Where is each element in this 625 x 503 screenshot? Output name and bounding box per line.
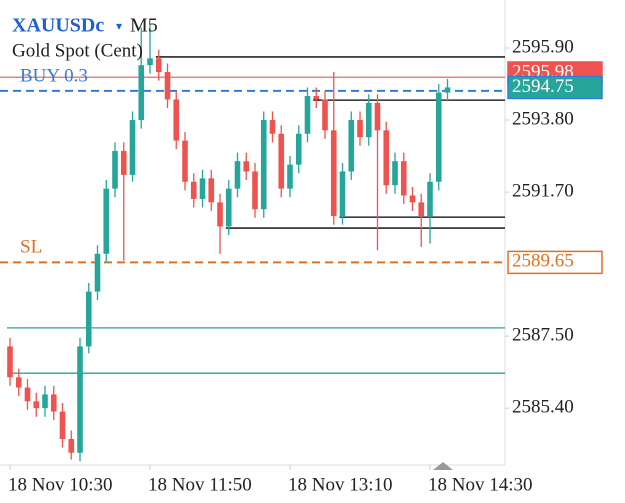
symbol-dropdown[interactable]: ▾ bbox=[116, 19, 122, 33]
description: Gold Spot (Cent) bbox=[12, 40, 143, 61]
plot bbox=[0, 24, 505, 462]
candle-body bbox=[68, 439, 75, 453]
candle-body bbox=[155, 58, 162, 73]
candle-body bbox=[94, 253, 101, 292]
candle-body bbox=[208, 178, 215, 203]
candle-body bbox=[103, 188, 110, 254]
candle-body bbox=[348, 120, 355, 172]
y-tick-label: 2591.70 bbox=[512, 180, 574, 201]
candle-body bbox=[182, 140, 188, 182]
candle-body bbox=[374, 102, 381, 131]
candle-body bbox=[33, 401, 40, 409]
candle-body bbox=[444, 87, 451, 93]
sl-box bbox=[507, 250, 603, 275]
candle-body bbox=[138, 65, 145, 121]
candle-body bbox=[112, 150, 118, 189]
candle-body bbox=[50, 394, 57, 412]
bid-text: 2594.75 bbox=[512, 76, 574, 97]
y-tick-label: 2585.40 bbox=[512, 397, 574, 418]
y-tick-label: 2595.90 bbox=[512, 36, 574, 57]
candle-body bbox=[392, 161, 398, 186]
buy-label: BUY 0.3 bbox=[20, 65, 88, 86]
candle-body bbox=[24, 387, 31, 402]
candle-body bbox=[85, 291, 92, 347]
x-tick-label: 18 Nov 10:30 bbox=[8, 474, 113, 495]
candle-body bbox=[243, 161, 250, 172]
scroll-marker[interactable] bbox=[433, 462, 453, 470]
y-tick-label: 2593.80 bbox=[512, 108, 574, 129]
candle-body bbox=[357, 120, 363, 138]
candle-body bbox=[295, 133, 302, 165]
candle-body bbox=[269, 120, 276, 134]
candle-body bbox=[322, 99, 328, 131]
candle-body bbox=[147, 58, 153, 66]
candle-body bbox=[418, 202, 425, 217]
candle-body bbox=[252, 171, 258, 210]
candle-body bbox=[400, 161, 407, 196]
sl-label: SL bbox=[20, 237, 42, 258]
y-tick-label: 2587.50 bbox=[512, 324, 574, 345]
candle-body bbox=[59, 411, 66, 440]
candle-body bbox=[330, 130, 337, 217]
candle-body bbox=[339, 171, 346, 217]
candle-body bbox=[225, 188, 232, 227]
bid-box bbox=[507, 75, 603, 100]
candle-body bbox=[260, 120, 267, 210]
candle-body bbox=[164, 72, 171, 100]
candle-body bbox=[129, 120, 136, 175]
candle-body bbox=[304, 96, 311, 134]
candle-body bbox=[278, 133, 285, 189]
candle-body bbox=[409, 195, 416, 203]
candle-body bbox=[217, 202, 223, 227]
candle-body bbox=[427, 181, 433, 217]
candle-body bbox=[199, 178, 206, 199]
candle-body bbox=[173, 99, 180, 141]
candle-body bbox=[313, 96, 320, 100]
sl-text: 2589.65 bbox=[512, 251, 574, 272]
candle-body bbox=[365, 102, 372, 138]
candle-body bbox=[435, 92, 442, 182]
x-tick-label: 18 Nov 11:50 bbox=[148, 474, 252, 495]
candle-body bbox=[15, 377, 22, 388]
x-tick-label: 18 Nov 14:30 bbox=[428, 474, 533, 495]
timeframe: M5 bbox=[130, 15, 158, 37]
candle-body bbox=[190, 181, 197, 199]
candle-body bbox=[120, 150, 127, 175]
candle-body bbox=[42, 394, 48, 409]
candle-body bbox=[7, 346, 13, 378]
candle-body bbox=[234, 161, 241, 189]
candle-body bbox=[287, 164, 293, 189]
candle-body bbox=[77, 346, 83, 453]
candle-body bbox=[383, 130, 390, 186]
x-tick-label: 18 Nov 13:10 bbox=[288, 474, 393, 495]
symbol: XAUUSDc bbox=[12, 15, 104, 37]
